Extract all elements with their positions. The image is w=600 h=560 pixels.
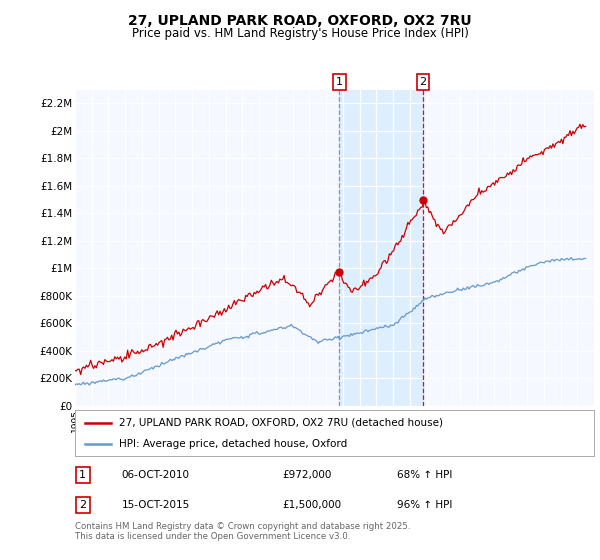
Text: HPI: Average price, detached house, Oxford: HPI: Average price, detached house, Oxfo… xyxy=(119,439,347,449)
Text: £1,500,000: £1,500,000 xyxy=(283,500,342,510)
Text: 27, UPLAND PARK ROAD, OXFORD, OX2 7RU: 27, UPLAND PARK ROAD, OXFORD, OX2 7RU xyxy=(128,14,472,28)
Text: 2: 2 xyxy=(419,77,427,87)
Bar xyxy=(340,90,423,406)
Text: Contains HM Land Registry data © Crown copyright and database right 2025.
This d: Contains HM Land Registry data © Crown c… xyxy=(75,522,410,542)
Text: 15-OCT-2015: 15-OCT-2015 xyxy=(122,500,190,510)
Text: 06-OCT-2010: 06-OCT-2010 xyxy=(122,470,190,480)
Text: £972,000: £972,000 xyxy=(283,470,332,480)
Text: 27, UPLAND PARK ROAD, OXFORD, OX2 7RU (detached house): 27, UPLAND PARK ROAD, OXFORD, OX2 7RU (d… xyxy=(119,418,443,428)
Text: 96% ↑ HPI: 96% ↑ HPI xyxy=(397,500,452,510)
Text: Price paid vs. HM Land Registry's House Price Index (HPI): Price paid vs. HM Land Registry's House … xyxy=(131,27,469,40)
Text: 1: 1 xyxy=(79,470,86,480)
Text: 2: 2 xyxy=(79,500,86,510)
Text: 68% ↑ HPI: 68% ↑ HPI xyxy=(397,470,452,480)
Text: 1: 1 xyxy=(336,77,343,87)
